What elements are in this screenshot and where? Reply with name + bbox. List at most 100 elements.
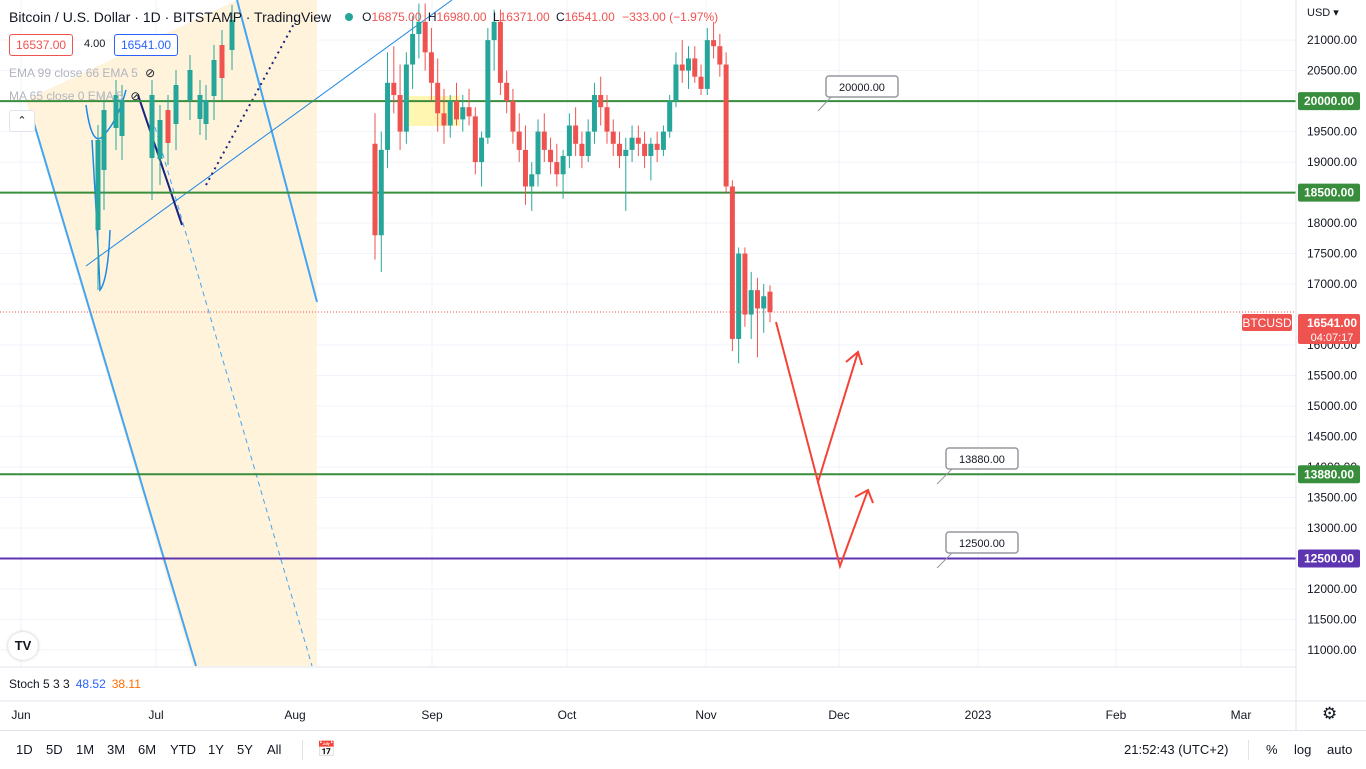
candle	[679, 40, 685, 83]
candle	[372, 113, 378, 260]
range-5y[interactable]: 5Y	[237, 742, 253, 757]
time-tick-label: Nov	[695, 708, 716, 722]
candle	[704, 27, 710, 96]
price-tick-label: 15500.00	[1307, 369, 1357, 383]
candle	[729, 180, 735, 352]
candle	[416, 3, 422, 59]
gear-icon[interactable]: ⚙	[1322, 704, 1338, 723]
time-tick-label: Aug	[284, 708, 305, 722]
candle	[604, 95, 610, 144]
candle	[754, 277, 760, 358]
candle	[422, 3, 428, 71]
market-status-icon	[345, 13, 354, 21]
candle	[635, 125, 641, 156]
candle	[397, 64, 403, 150]
level-tag-label: 20000.00	[1304, 94, 1354, 108]
candle	[504, 70, 510, 114]
chevron-up-icon[interactable]: ⌃	[9, 110, 35, 132]
chart-title: Bitcoin / U.S. Dollar · 1D · BITSTAMP · …	[9, 9, 332, 25]
level-tags: 20000.00 18500.00 13880.00 12500.00	[1298, 92, 1360, 568]
time-tick-label: Oct	[558, 708, 577, 722]
candle	[119, 85, 125, 160]
price-chart[interactable]: 20000.00 13880.00 12500.00 21000.00 20500…	[0, 0, 1366, 730]
candle	[591, 82, 597, 144]
trend-curve	[91, 139, 111, 293]
range-3m[interactable]: 3M	[107, 742, 126, 757]
change-value: −333.00 (−1.97%)	[622, 10, 719, 24]
candle	[428, 27, 434, 102]
candle	[685, 46, 691, 89]
chart-legend: Bitcoin / U.S. Dollar · 1D · BITSTAMP · …	[9, 9, 718, 25]
time-tick-label: Sep	[421, 708, 443, 722]
price-tick-label: 20500.00	[1307, 64, 1357, 78]
level-tag	[1298, 465, 1360, 484]
level-tag-label: 13880.00	[1304, 467, 1354, 481]
price-tick-label: 15000.00	[1307, 399, 1357, 413]
clock[interactable]: 21:52:43 (UTC+2)	[1124, 742, 1229, 757]
candle	[541, 113, 547, 163]
time-tick-label: Dec	[828, 708, 849, 722]
time-tick-label: Jul	[148, 708, 163, 722]
range-5d[interactable]: 5D	[46, 742, 63, 757]
price-tick-label: 19000.00	[1307, 155, 1357, 169]
range-6m[interactable]: 6M	[138, 742, 157, 757]
range-1m[interactable]: 1M	[76, 742, 95, 757]
eye-crossed-icon[interactable]: ⊘	[130, 89, 141, 103]
candle	[736, 247, 742, 364]
buy-button[interactable]: 16541.00	[114, 34, 179, 56]
candle	[211, 45, 217, 120]
candle	[403, 52, 409, 144]
sell-button[interactable]: 16537.00	[9, 34, 74, 56]
calendar-range-icon[interactable]: 📅	[317, 741, 336, 758]
candle	[723, 52, 729, 193]
forecast-path	[775, 321, 859, 486]
candle	[529, 162, 535, 211]
candle	[101, 95, 107, 210]
ma-indicator-label[interactable]: MA 65 close 0 EMA 5 ⊘	[9, 89, 141, 103]
callout-label: 12500.00	[959, 538, 1005, 550]
current-price: 16541.00	[1307, 316, 1357, 330]
price-tick-label: 13000.00	[1307, 521, 1357, 535]
candle	[149, 80, 155, 200]
bottom-toolbar: 1D 5D 1M 3M 6M YTD 1Y 5Y All 📅 21:52:43 …	[0, 730, 1366, 769]
level-tag	[1298, 92, 1360, 111]
price-tick-label: 18000.00	[1307, 216, 1357, 230]
ohlc-values: O16875.00 H16980.00 L16371.00 C16541.00 …	[362, 10, 719, 24]
toolbar-divider	[1248, 740, 1249, 760]
candle	[516, 113, 522, 163]
currency-selector[interactable]: USD ▾	[1307, 7, 1339, 19]
candle	[617, 131, 623, 169]
price-tick-label: 11000.00	[1307, 643, 1356, 657]
log-toggle[interactable]: log	[1294, 742, 1312, 757]
ema-indicator-label[interactable]: EMA 99 close 66 EMA 5 ⊘	[9, 66, 156, 80]
eye-crossed-icon[interactable]: ⊘	[145, 66, 156, 80]
candle	[229, 5, 235, 70]
candle	[460, 95, 466, 132]
price-tick-label: 17000.00	[1307, 277, 1357, 291]
candle	[113, 80, 119, 150]
range-ytd[interactable]: YTD	[170, 742, 196, 757]
price-tick-label: 17500.00	[1307, 247, 1357, 261]
percent-toggle[interactable]: %	[1266, 742, 1278, 757]
level-tag-label: 12500.00	[1304, 551, 1354, 565]
candle	[385, 52, 391, 169]
candle	[742, 247, 748, 327]
level-tag	[1298, 549, 1360, 568]
candle	[585, 119, 591, 163]
candle	[441, 88, 447, 144]
price-tick-label: 14500.00	[1307, 429, 1357, 443]
candle	[667, 95, 673, 138]
candle	[692, 46, 698, 83]
tradingview-logo[interactable]: TV	[8, 632, 38, 660]
candle	[485, 27, 491, 144]
symbol-tag: BTCUSD	[1242, 316, 1292, 330]
auto-toggle[interactable]: auto	[1327, 742, 1353, 757]
range-all[interactable]: All	[267, 742, 282, 757]
candle	[548, 137, 554, 175]
candle	[497, 9, 503, 96]
candle	[479, 131, 485, 187]
range-1y[interactable]: 1Y	[208, 742, 224, 757]
candle	[648, 137, 654, 181]
range-1d[interactable]: 1D	[16, 742, 33, 757]
candle	[748, 271, 754, 339]
